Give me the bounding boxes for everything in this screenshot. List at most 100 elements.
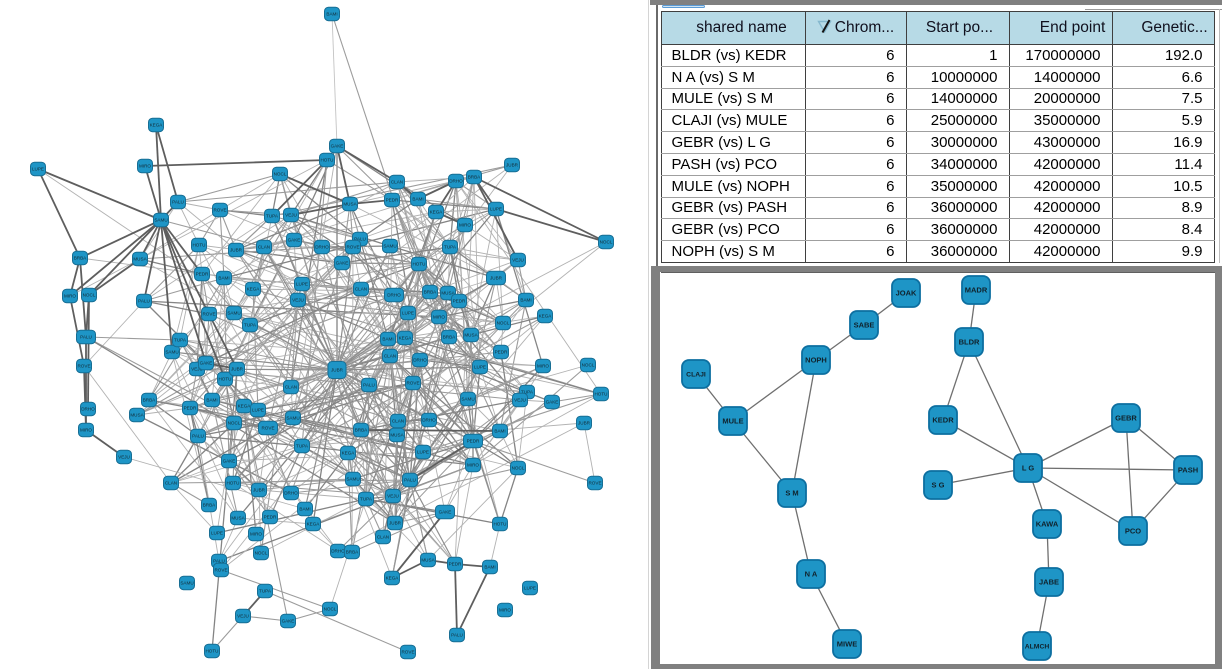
svg-text:PALU: PALU <box>354 237 366 242</box>
svg-text:MIRO: MIRO <box>537 364 549 369</box>
svg-text:TUPA: TUPA <box>444 245 457 250</box>
svg-text:CLAN: CLAN <box>258 245 270 250</box>
svg-text:JUBR: JUBR <box>230 248 243 253</box>
svg-text:NOCL: NOCL <box>274 172 287 177</box>
svg-text:HOTU: HOTU <box>412 262 425 267</box>
svg-text:DRHO: DRHO <box>315 245 329 250</box>
svg-text:BRBA: BRBA <box>143 398 156 403</box>
svg-text:SAMU: SAMU <box>165 350 178 355</box>
svg-text:PEDR: PEDR <box>495 350 508 355</box>
svg-text:MIRO: MIRO <box>64 294 76 299</box>
svg-text:VEJU: VEJU <box>237 614 249 619</box>
svg-text:ROVE: ROVE <box>401 650 414 655</box>
svg-text:LUPE: LUPE <box>252 408 264 413</box>
svg-text:TUPA: TUPA <box>296 444 309 449</box>
svg-text:KAWA: KAWA <box>1036 520 1059 529</box>
svg-text:JUBR: JUBR <box>389 521 402 526</box>
svg-text:BAMI: BAMI <box>382 337 393 342</box>
svg-text:MUSA: MUSA <box>133 257 147 262</box>
svg-text:TUPA: TUPA <box>521 390 534 395</box>
svg-text:MIRO: MIRO <box>433 315 445 320</box>
svg-text:KEGA: KEGA <box>342 451 356 456</box>
svg-text:BLDR: BLDR <box>959 338 980 347</box>
svg-text:VEJU: VEJU <box>292 298 304 303</box>
svg-text:MIRO: MIRO <box>139 164 151 169</box>
svg-text:L G: L G <box>1022 464 1035 473</box>
svg-text:MUSA: MUSA <box>464 333 478 338</box>
svg-text:GAKE: GAKE <box>223 459 236 464</box>
svg-text:GAKE: GAKE <box>546 400 559 405</box>
svg-text:VEJU: VEJU <box>191 367 203 372</box>
svg-text:DRHO: DRHO <box>422 418 436 423</box>
svg-text:BAMI: BAMI <box>520 298 531 303</box>
svg-text:BAMI: BAMI <box>412 197 423 202</box>
svg-text:LUPE: LUPE <box>296 282 308 287</box>
svg-text:SAMU: SAMU <box>383 244 396 249</box>
svg-text:ALMCH: ALMCH <box>1025 644 1050 651</box>
svg-text:CLAN: CLAN <box>377 535 389 540</box>
svg-text:BAMI: BAMI <box>484 565 495 570</box>
svg-text:GAKE: GAKE <box>288 238 301 243</box>
svg-text:CLAN: CLAN <box>355 287 367 292</box>
svg-text:JUBR: JUBR <box>253 488 266 493</box>
svg-text:CLAJI: CLAJI <box>686 372 706 379</box>
svg-text:SAMU: SAMU <box>286 416 299 421</box>
svg-text:GAKE: GAKE <box>331 144 344 149</box>
svg-text:BRBA: BRBA <box>346 550 359 555</box>
svg-text:GEBR: GEBR <box>1115 414 1137 423</box>
svg-text:MUSA: MUSA <box>421 558 435 563</box>
svg-text:MIRO: MIRO <box>467 463 479 468</box>
svg-text:BRBA: BRBA <box>355 428 368 433</box>
svg-text:DRHO: DRHO <box>387 293 401 298</box>
svg-text:NOCL: NOCL <box>512 466 525 471</box>
svg-text:ROVE: ROVE <box>346 245 359 250</box>
svg-text:KEDR: KEDR <box>932 416 954 425</box>
svg-text:PEDR: PEDR <box>386 198 399 203</box>
svg-text:PALU: PALU <box>80 335 92 340</box>
svg-text:PALU: PALU <box>192 434 204 439</box>
svg-text:PALU: PALU <box>172 200 184 205</box>
svg-text:PEDR: PEDR <box>184 406 197 411</box>
svg-text:HOTU: HOTU <box>192 243 205 248</box>
svg-text:KEGA: KEGA <box>238 404 252 409</box>
svg-text:KEGA: KEGA <box>539 314 553 319</box>
svg-text:VEJU: VEJU <box>285 213 297 218</box>
svg-text:LUPE: LUPE <box>524 586 536 591</box>
svg-text:SAMU: SAMU <box>227 311 240 316</box>
svg-text:DRHO: DRHO <box>331 549 345 554</box>
svg-text:NOCL: NOCL <box>600 240 613 245</box>
svg-text:BAMI: BAMI <box>299 507 310 512</box>
svg-text:JOAK: JOAK <box>896 289 917 298</box>
svg-text:BRBA: BRBA <box>74 256 87 261</box>
svg-text:NOPH: NOPH <box>805 356 827 365</box>
svg-text:NOCL: NOCL <box>83 293 96 298</box>
svg-text:TUPA: TUPA <box>266 214 279 219</box>
svg-text:HOTU: HOTU <box>594 392 607 397</box>
svg-text:PCO: PCO <box>1125 527 1141 536</box>
svg-text:HOTU: HOTU <box>320 158 333 163</box>
svg-text:BAMI: BAMI <box>494 429 505 434</box>
svg-text:LUPE: LUPE <box>402 311 414 316</box>
svg-text:BAMI: BAMI <box>218 276 229 281</box>
svg-text:ROVE: ROVE <box>202 312 215 317</box>
svg-text:MADR: MADR <box>965 286 988 295</box>
svg-text:PEDR: PEDR <box>196 272 209 277</box>
svg-text:VEJU: VEJU <box>512 258 524 263</box>
svg-text:NOCL: NOCL <box>255 551 268 556</box>
svg-text:CLAN: CLAN <box>384 354 396 359</box>
svg-text:BRBA: BRBA <box>203 503 216 508</box>
svg-text:PASH: PASH <box>1178 466 1198 475</box>
svg-text:KEGA: KEGA <box>399 336 413 341</box>
svg-text:ROVE: ROVE <box>406 381 419 386</box>
svg-text:S G: S G <box>932 481 945 490</box>
svg-text:CLAN: CLAN <box>165 481 177 486</box>
svg-text:BAMI: BAMI <box>206 398 217 403</box>
svg-text:PALU: PALU <box>404 478 416 483</box>
svg-text:GAKE: GAKE <box>282 619 295 624</box>
svg-text:HOTU: HOTU <box>205 649 218 654</box>
svg-text:MIWE: MIWE <box>837 640 857 649</box>
svg-text:DRHO: DRHO <box>284 491 298 496</box>
svg-text:SAMU: SAMU <box>346 477 359 482</box>
svg-text:LUPE: LUPE <box>490 207 502 212</box>
svg-text:KEGA: KEGA <box>430 210 444 215</box>
